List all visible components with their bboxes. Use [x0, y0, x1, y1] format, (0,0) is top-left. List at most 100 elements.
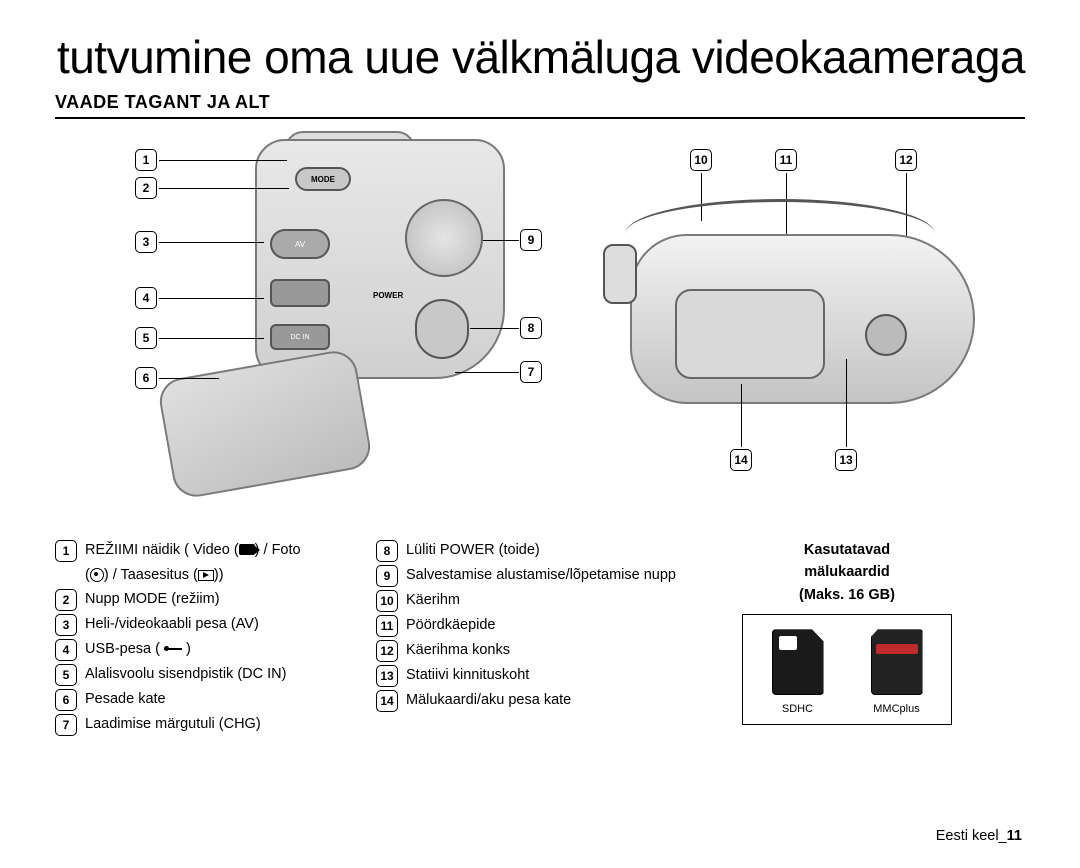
battery-door-graphic — [675, 289, 825, 379]
part-item: 3 Heli-/videokaabli pesa (AV) — [55, 613, 340, 636]
card-label: SDHC — [782, 701, 813, 718]
cards-title: Kasutatavad mälukaardid (Maks. 16 GB) — [742, 539, 952, 606]
callout-6: 6 — [135, 367, 157, 389]
part-text: Käerihma konks — [406, 639, 510, 661]
parts-col-a: 1REŽIIMI näidik ( Video () / Foto () / T… — [55, 539, 340, 738]
part-item: 10 Käerihm — [376, 589, 706, 612]
leader — [470, 328, 519, 329]
callout-3: 3 — [135, 231, 157, 253]
av-port-graphic: AV — [270, 229, 330, 259]
num-3: 3 — [55, 614, 77, 636]
leader — [159, 160, 287, 161]
num-9: 9 — [376, 565, 398, 587]
callout-13: 13 — [835, 449, 857, 471]
part-item: 2 Nupp MODE (režiim) — [55, 588, 340, 611]
part-text: Statiivi kinnituskoht — [406, 664, 529, 686]
num-7: 7 — [55, 714, 77, 736]
part-text: Heli-/videokaabli pesa (AV) — [85, 613, 259, 635]
part-item: 9 Salvestamise alustamise/lõpetamise nupp — [376, 564, 706, 587]
leader — [159, 378, 219, 379]
card-sdhc: SDHC — [772, 629, 824, 718]
part-item: 1REŽIIMI näidik ( Video () / Foto — [55, 539, 340, 562]
mmcplus-card-icon — [871, 629, 923, 695]
part-text: USB-pesa ( ) — [85, 638, 191, 660]
leader — [159, 298, 264, 299]
strap-swivel-graphic — [603, 244, 637, 304]
cards-box: SDHC MMCplus — [742, 614, 952, 725]
diagram-bottom: 10 11 12 14 13 — [615, 139, 995, 509]
leader — [159, 188, 289, 189]
usb-icon — [164, 644, 182, 654]
cards-col: Kasutatavad mälukaardid (Maks. 16 GB) SD… — [742, 539, 952, 738]
part-text: Nupp MODE (režiim) — [85, 588, 220, 610]
page-title: tutvumine oma uue välkmäluga videokaamer… — [55, 30, 1025, 84]
dcin-port-graphic: DC IN — [270, 324, 330, 350]
parts-col-b: 8 Lüliti POWER (toide) 9 Salvestamise alus… — [376, 539, 706, 738]
video-icon — [239, 544, 255, 555]
card-label: MMCplus — [873, 701, 919, 718]
num-1: 1 — [55, 540, 77, 562]
callout-10: 10 — [690, 149, 712, 171]
part-item: 5 Alalisvoolu sisendpistik (DC IN) — [55, 663, 340, 686]
part-text: Käerihm — [406, 589, 460, 611]
playback-icon — [198, 570, 214, 581]
part-text: () / Taasesitus ()) — [85, 564, 224, 586]
usb-port-graphic — [270, 279, 330, 307]
part-text: Pesade kate — [85, 688, 166, 710]
record-button-graphic — [405, 199, 483, 277]
callout-1: 1 — [135, 149, 157, 171]
part-text: Lüliti POWER (toide) — [406, 539, 540, 561]
callout-4: 4 — [135, 287, 157, 309]
part-item: 8 Lüliti POWER (toide) — [376, 539, 706, 562]
num-13: 13 — [376, 665, 398, 687]
num-12: 12 — [376, 640, 398, 662]
diagram-row: MODE AV DC IN POWER 1 2 3 4 5 6 9 8 7 — [135, 139, 1025, 509]
num-6: 6 — [55, 689, 77, 711]
leader — [846, 359, 847, 447]
card-mmcplus: MMCplus — [871, 629, 923, 718]
part-item: 7 Laadimise märgutuli (CHG) — [55, 713, 340, 736]
part-text: Mälukaardi/aku pesa kate — [406, 689, 571, 711]
callout-7: 7 — [520, 361, 542, 383]
part-text: Laadimise märgutuli (CHG) — [85, 713, 261, 735]
part-item: 12 Käerihma konks — [376, 639, 706, 662]
part-item: 11 Pöördkäepide — [376, 614, 706, 637]
callout-12: 12 — [895, 149, 917, 171]
page-footer: Eesti keel_11 — [936, 828, 1022, 844]
num-8: 8 — [376, 540, 398, 562]
part-item: 6 Pesade kate — [55, 688, 340, 711]
leader — [483, 240, 519, 241]
parts-columns: 1REŽIIMI näidik ( Video () / Foto () / T… — [55, 539, 1025, 738]
mode-button-graphic: MODE — [295, 167, 351, 191]
port-cover-graphic — [156, 348, 374, 501]
part-text: Pöördkäepide — [406, 614, 496, 636]
callout-5: 5 — [135, 327, 157, 349]
callout-8: 8 — [520, 317, 542, 339]
num-2: 2 — [55, 589, 77, 611]
callout-14: 14 — [730, 449, 752, 471]
part-item: 4 USB-pesa ( ) — [55, 638, 340, 661]
photo-icon — [90, 568, 104, 582]
part-text: Salvestamise alustamise/lõpetamise nupp — [406, 564, 676, 586]
leader — [455, 372, 519, 373]
power-label: POWER — [373, 291, 403, 300]
section-title: VAADE TAGANT JA ALT — [55, 92, 1025, 119]
part-item: 14 Mälukaardi/aku pesa kate — [376, 689, 706, 712]
callout-11: 11 — [775, 149, 797, 171]
num-5: 5 — [55, 664, 77, 686]
sdhc-card-icon — [772, 629, 824, 695]
leader — [741, 384, 742, 447]
num-14: 14 — [376, 690, 398, 712]
tripod-mount-graphic — [865, 314, 907, 356]
diagram-rear: MODE AV DC IN POWER 1 2 3 4 5 6 9 8 7 — [135, 139, 545, 509]
leader — [159, 338, 264, 339]
callout-2: 2 — [135, 177, 157, 199]
power-switch-graphic — [415, 299, 469, 359]
part-item: 13 Statiivi kinnituskoht — [376, 664, 706, 687]
part-text: Alalisvoolu sisendpistik (DC IN) — [85, 663, 286, 685]
part-item-cont: () / Taasesitus ()) — [55, 564, 340, 586]
num-11: 11 — [376, 615, 398, 637]
num-4: 4 — [55, 639, 77, 661]
num-10: 10 — [376, 590, 398, 612]
callout-9: 9 — [520, 229, 542, 251]
